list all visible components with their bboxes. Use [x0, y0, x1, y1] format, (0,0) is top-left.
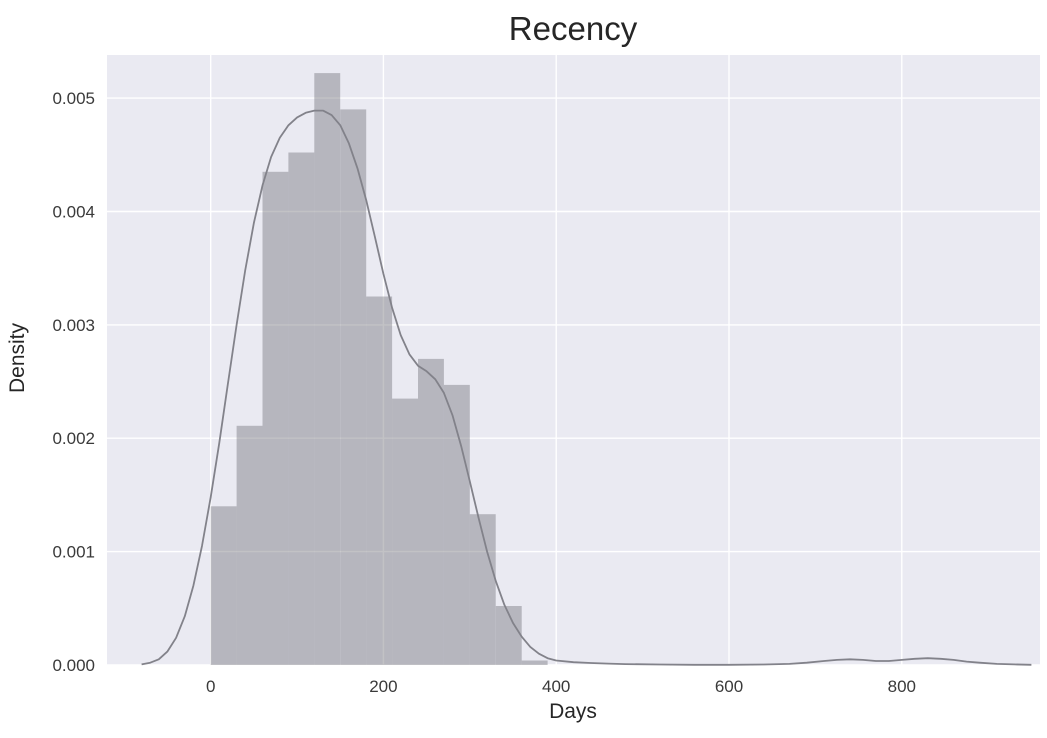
y-tick-label: 0.004	[52, 203, 95, 222]
histogram-bar	[314, 73, 341, 666]
y-tick-label: 0.001	[52, 543, 95, 562]
y-tick-label: 0.005	[52, 89, 95, 108]
histogram-bar	[262, 171, 289, 666]
histogram-bar	[366, 296, 393, 665]
x-tick-label: 200	[369, 677, 397, 696]
histogram-bar	[340, 109, 367, 665]
x-tick-label: 800	[888, 677, 916, 696]
x-tick-label: 400	[542, 677, 570, 696]
plot-area	[107, 55, 1040, 665]
chart-title: Recency	[509, 10, 638, 47]
histogram-bar	[210, 506, 237, 665]
y-tick-label: 0.002	[52, 429, 95, 448]
histogram-bar	[521, 660, 548, 665]
histogram-bar	[392, 398, 418, 665]
histogram-bar	[469, 514, 496, 665]
y-tick-label: 0.000	[52, 656, 95, 675]
x-axis-label: Days	[549, 700, 597, 723]
y-axis-label: Density	[6, 322, 29, 393]
histogram-bar	[418, 358, 444, 665]
histogram-bar	[443, 384, 470, 665]
histogram-bar	[236, 425, 263, 665]
plot-layer	[107, 55, 1040, 666]
x-tick-label: 600	[715, 677, 743, 696]
x-tick-label: 0	[206, 677, 215, 696]
histogram-bar	[288, 152, 315, 665]
y-tick-label: 0.003	[52, 316, 95, 335]
tick-labels: 0 200 400 600 800 0.000 0.001 0.002 0.003 0.004 0.…	[52, 89, 916, 696]
kde-curve	[141, 109, 1032, 666]
